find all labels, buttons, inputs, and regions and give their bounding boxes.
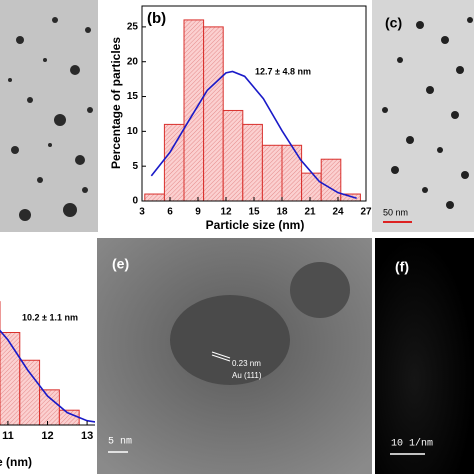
x-tick-label: 24 [332, 207, 344, 218]
annotation: Au (111) [232, 371, 262, 380]
histogram-bar [144, 193, 165, 202]
histogram-bar [301, 172, 322, 202]
histogram-bar [58, 409, 80, 426]
histogram-bar [261, 144, 283, 202]
x-axis-label: e (nm) [0, 455, 32, 469]
fit-curve [0, 329, 95, 423]
saed-image-f: (f) 10 1/nm [375, 238, 474, 474]
x-tick-label: 21 [304, 207, 316, 218]
histogram-bar [281, 144, 303, 202]
annotation: 12.7 ± 4.8 nm [255, 66, 311, 76]
tem-image-c: (c) 50 nm [372, 0, 474, 232]
histogram-bar [0, 332, 21, 426]
panel-label: (b) [147, 10, 166, 27]
histogram-bar [163, 123, 185, 202]
y-axis-label: Percentage of particles [109, 37, 123, 169]
y-tick-label: 20 [127, 56, 139, 67]
scale-label: 50 nm [383, 207, 408, 217]
annotation: 10.2 ± 1.1 nm [22, 312, 78, 322]
tem-image-a [0, 0, 98, 232]
histogram-bar [242, 123, 263, 202]
histogram-bar [222, 109, 244, 202]
x-tick-label: 13 [81, 430, 93, 442]
y-tick-label: 0 [132, 196, 138, 207]
panel-label: (f) [395, 259, 409, 275]
scale-label: 10 1/nm [391, 438, 433, 450]
x-tick-label: 15 [248, 207, 260, 218]
y-tick-label: 10 [127, 126, 139, 137]
panel-label: (e) [112, 256, 129, 272]
y-tick-label: 5 [132, 161, 138, 172]
annotation: 0.23 nm [232, 359, 261, 368]
histogram-bar [39, 389, 60, 426]
y-tick-label: 25 [127, 22, 139, 33]
x-tick-label: 6 [167, 207, 173, 218]
chart: 11 12 13 10.2 ± 1.1 nm e (nm) [0, 238, 95, 474]
fit-curve [150, 70, 357, 199]
x-axis-label: Particle size (nm) [206, 218, 305, 232]
histogram-bar [19, 359, 41, 426]
histogram-bar [320, 158, 342, 202]
x-tick-label: 11 [2, 430, 14, 442]
x-tick-label: 12 [220, 207, 232, 218]
histogram-bar [183, 19, 205, 202]
hrtem-image-e: (e) 0.23 nm Au (111) 5 nm [97, 238, 372, 474]
y-tick-label: 15 [127, 91, 139, 102]
scale-label: 5 nm [108, 437, 132, 448]
x-tick-label: 9 [195, 207, 201, 218]
histogram-bar [203, 26, 224, 202]
chart: 3 6 9 12 15 18 21 24 27 0 5 10 15 20 25 (b) 12.7 ± 4.8 n… [109, 5, 372, 232]
panel-label: (c) [385, 15, 402, 31]
x-tick-label: 3 [139, 207, 145, 218]
x-tick-label: 27 [360, 207, 372, 218]
x-tick-label: 18 [276, 207, 288, 218]
x-tick-label: 12 [41, 430, 53, 442]
